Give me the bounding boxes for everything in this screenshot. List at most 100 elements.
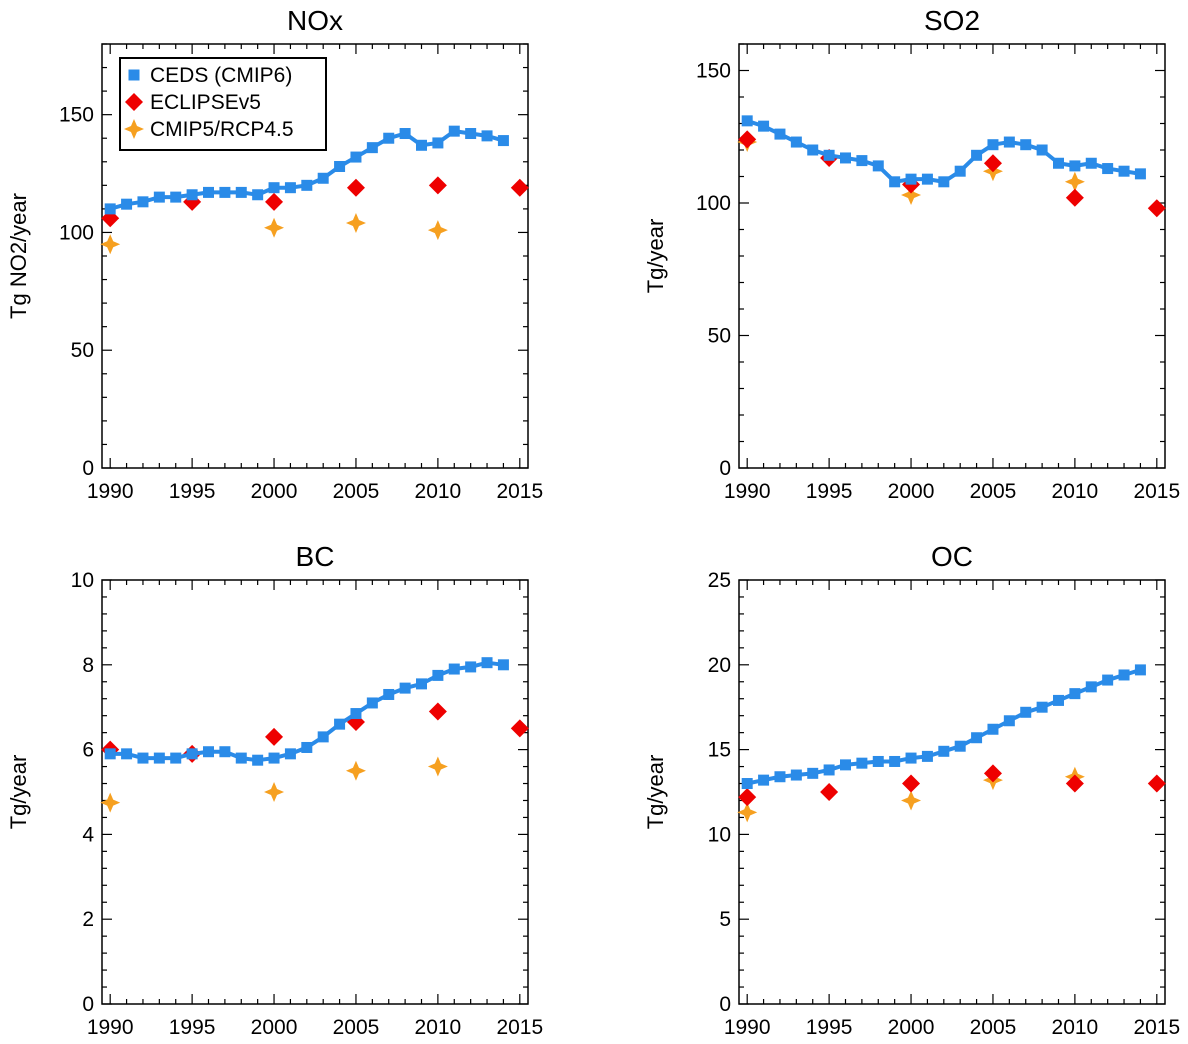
x-tick-label: 2015 <box>496 1016 543 1039</box>
data-point-ceds <box>186 189 198 201</box>
data-point-ceds <box>448 663 460 675</box>
series-cmip5 <box>100 756 448 813</box>
data-point-ceds <box>938 745 950 757</box>
x-tick-label: 1995 <box>806 480 853 503</box>
y-tick-label: 0 <box>719 993 731 1016</box>
data-point-cmip5 <box>100 234 121 255</box>
data-point-eclipse <box>346 178 365 197</box>
data-point-ceds <box>1069 688 1081 700</box>
data-point-ceds <box>840 759 851 771</box>
y-tick-label: 0 <box>82 993 94 1016</box>
data-point-eclipse <box>983 764 1002 783</box>
data-point-ceds <box>104 203 116 215</box>
data-point-ceds <box>1020 139 1032 151</box>
data-point-eclipse <box>428 176 447 195</box>
data-point-ceds <box>971 149 983 161</box>
x-tick-label: 1995 <box>169 480 216 503</box>
series-eclipse <box>101 176 529 228</box>
data-point-ceds <box>840 152 851 164</box>
data-point-ceds <box>807 767 819 779</box>
data-point-cmip5 <box>345 760 366 781</box>
data-point-ceds <box>186 748 198 760</box>
data-point-ceds <box>235 186 247 198</box>
data-point-ceds <box>1085 157 1097 169</box>
series-cmip5 <box>100 213 448 255</box>
data-point-eclipse <box>1065 188 1084 207</box>
data-point-ceds <box>399 128 411 140</box>
y-tick-label: 10 <box>71 569 94 592</box>
y-tick-label: 0 <box>719 457 731 480</box>
data-point-eclipse <box>510 719 529 738</box>
data-point-ceds <box>905 173 917 185</box>
plot-frame <box>738 43 1166 469</box>
plot-frame <box>738 579 1166 1005</box>
y-tick-label: 2 <box>82 908 94 931</box>
y-axis-label: Tg NO2/year <box>6 193 31 319</box>
data-point-ceds <box>1118 669 1130 681</box>
legend-marker-ceds <box>128 69 140 81</box>
data-point-ceds <box>465 128 477 140</box>
data-point-ceds <box>856 757 868 769</box>
panel-title: OC <box>931 541 973 572</box>
data-point-ceds <box>1118 165 1130 177</box>
x-tick-label: 2005 <box>333 480 380 503</box>
data-point-cmip5 <box>264 217 285 238</box>
data-point-ceds <box>416 139 427 151</box>
x-tick-label: 2000 <box>251 480 298 503</box>
y-tick-label: 4 <box>82 823 94 846</box>
x-tick-label: 2010 <box>1052 1016 1099 1039</box>
y-tick-label: 25 <box>708 569 731 592</box>
data-point-ceds <box>497 659 509 671</box>
data-point-cmip5 <box>100 792 121 813</box>
data-point-ceds <box>481 657 493 669</box>
x-tick-label: 2015 <box>1133 1016 1180 1039</box>
y-tick-label: 15 <box>708 739 731 762</box>
data-point-ceds <box>366 142 378 154</box>
y-axis-label: Tg/year <box>6 755 31 830</box>
data-point-ceds <box>432 137 444 149</box>
data-point-ceds <box>758 120 770 132</box>
x-tick-label: 1990 <box>724 480 771 503</box>
data-point-eclipse <box>1147 199 1166 218</box>
data-point-cmip5 <box>427 756 448 777</box>
panel-nox: NOx Tg NO2/year 1990 1995 2000 2005 2010 2015… <box>6 5 543 503</box>
data-point-ceds <box>284 748 296 760</box>
data-point-ceds <box>1134 168 1146 180</box>
data-point-ceds <box>432 669 444 681</box>
y-tick-label: 10 <box>708 823 731 846</box>
legend-label-ceds: CEDS (CMIP6) <box>150 64 292 87</box>
data-point-ceds <box>758 774 770 786</box>
data-point-ceds <box>203 746 214 758</box>
data-point-ceds <box>334 160 346 172</box>
data-point-eclipse <box>265 192 284 211</box>
y-tick-label: 5 <box>719 908 731 931</box>
y-tick-label: 100 <box>696 192 731 215</box>
legend-marker-eclipse <box>125 93 143 111</box>
data-point-cmip5 <box>737 802 758 823</box>
plot-frame <box>101 579 529 1005</box>
data-point-ceds <box>252 754 264 766</box>
x-tick-label: 1995 <box>806 1016 853 1039</box>
data-point-ceds <box>383 132 395 144</box>
data-point-ceds <box>905 752 917 764</box>
data-point-ceds <box>416 678 427 690</box>
y-tick-label: 8 <box>82 654 94 677</box>
data-point-ceds <box>383 688 395 700</box>
data-point-cmip5 <box>1064 171 1085 192</box>
data-point-ceds <box>317 172 329 184</box>
panel-title: NOx <box>287 5 343 36</box>
data-point-ceds <box>465 661 477 673</box>
data-point-ceds <box>497 135 509 147</box>
legend-box <box>119 57 327 151</box>
data-point-eclipse <box>983 154 1002 173</box>
data-point-ceds <box>790 769 802 781</box>
data-point-eclipse <box>428 702 447 721</box>
data-point-ceds <box>268 752 280 764</box>
x-tick-label: 2005 <box>970 480 1017 503</box>
data-point-ceds <box>954 740 966 752</box>
data-point-ceds <box>987 139 999 151</box>
data-point-ceds <box>448 125 460 137</box>
data-point-eclipse <box>510 178 529 197</box>
y-tick-label: 150 <box>696 60 731 83</box>
